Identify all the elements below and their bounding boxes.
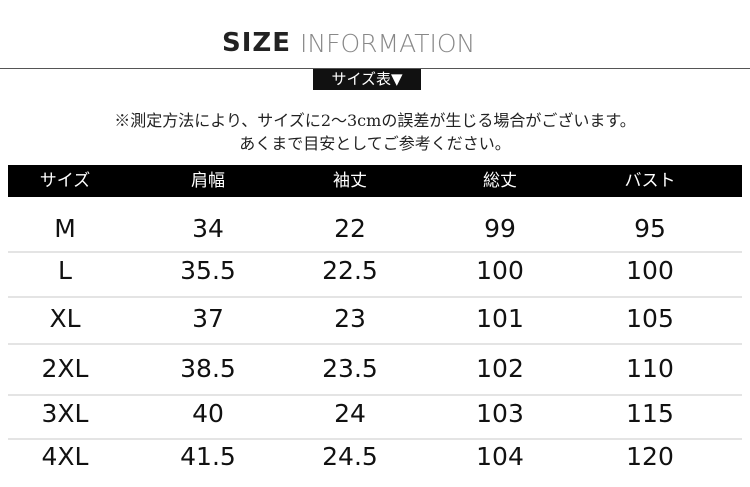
size-value: 37 [192,304,224,333]
size-value: 99 [484,214,516,243]
column-header: サイズ [39,171,91,191]
size-value: 104 [476,442,524,471]
row-separator [8,251,742,253]
size-value: 38.5 [180,354,236,383]
size-value: 95 [634,214,666,243]
size-value: 22.5 [322,256,378,285]
row-separator [8,438,742,440]
size-name: M [54,214,76,243]
size-name: 3XL [41,399,89,428]
size-name: L [58,256,72,285]
note-line: ※測定方法により、サイズに2〜3cmの誤差が生じる場合がございます。 [114,111,636,130]
size-value: 102 [476,354,524,383]
size-value: 22 [334,214,366,243]
table-header [8,165,742,197]
size-value: 35.5 [180,256,236,285]
size-value: 23.5 [322,354,378,383]
note-line: あくまで目安としてご参考ください。 [239,134,511,153]
size-name: 2XL [41,354,89,383]
size-value: 101 [476,304,524,333]
size-value: 34 [192,214,224,243]
column-header: 肩幅 [191,171,225,191]
size-value: 24 [334,399,366,428]
rule [0,68,750,69]
row-separator [8,394,742,396]
column-header: 袖丈 [333,171,367,191]
size-value: 40 [192,399,224,428]
size-value: 115 [626,399,674,428]
size-value: 110 [626,354,674,383]
size-value: 120 [626,442,674,471]
size-name: XL [49,304,81,333]
subtitle: INFORMATION [300,29,476,58]
size-value: 103 [476,399,524,428]
row-separator [8,296,742,298]
size-value: 100 [476,256,524,285]
size-name: 4XL [41,442,89,471]
row-separator [8,343,742,345]
column-header: 総丈 [483,171,517,191]
size-value: 41.5 [180,442,236,471]
size-label: サイズ表▼ [313,69,421,90]
size-value: 100 [626,256,674,285]
size-value: 105 [626,304,674,333]
size-value: 23 [334,304,366,333]
size-value: 24.5 [322,442,378,471]
title: SIZE [222,28,292,58]
column-header: バスト [624,171,676,191]
